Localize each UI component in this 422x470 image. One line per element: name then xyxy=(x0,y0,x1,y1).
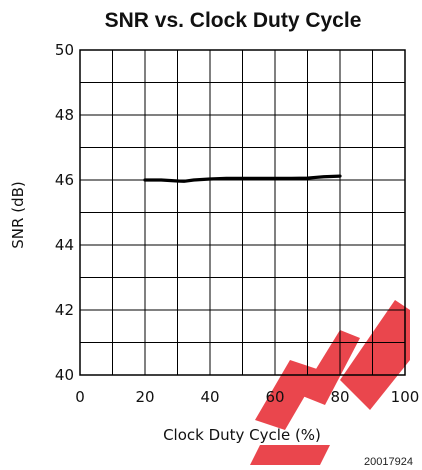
x-tick-label: 80 xyxy=(330,388,349,406)
x-tick-label: 60 xyxy=(265,388,284,406)
y-tick-label: 50 xyxy=(55,41,74,59)
x-axis-ticks: 0 20 40 60 80 100 xyxy=(75,388,419,406)
x-axis-label: Clock Duty Cycle (%) xyxy=(163,426,321,444)
y-axis-ticks: 40 42 44 46 48 50 xyxy=(55,41,74,384)
y-tick-label: 44 xyxy=(55,236,74,254)
y-tick-label: 42 xyxy=(55,301,74,319)
x-tick-label: 100 xyxy=(391,388,420,406)
plot-grid xyxy=(80,50,405,375)
y-tick-label: 48 xyxy=(55,106,74,124)
y-tick-label: 46 xyxy=(55,171,74,189)
x-tick-label: 0 xyxy=(75,388,85,406)
x-tick-label: 40 xyxy=(200,388,219,406)
figure-id: 20017924 xyxy=(364,456,413,468)
series-line xyxy=(143,174,342,183)
y-tick-label: 40 xyxy=(55,366,74,384)
y-axis-label: SNR (dB) xyxy=(9,181,27,248)
watermark-logo xyxy=(250,300,410,465)
chart-title: SNR vs. Clock Duty Cycle xyxy=(105,9,362,32)
x-tick-label: 20 xyxy=(135,388,154,406)
plot-frame xyxy=(79,49,406,376)
